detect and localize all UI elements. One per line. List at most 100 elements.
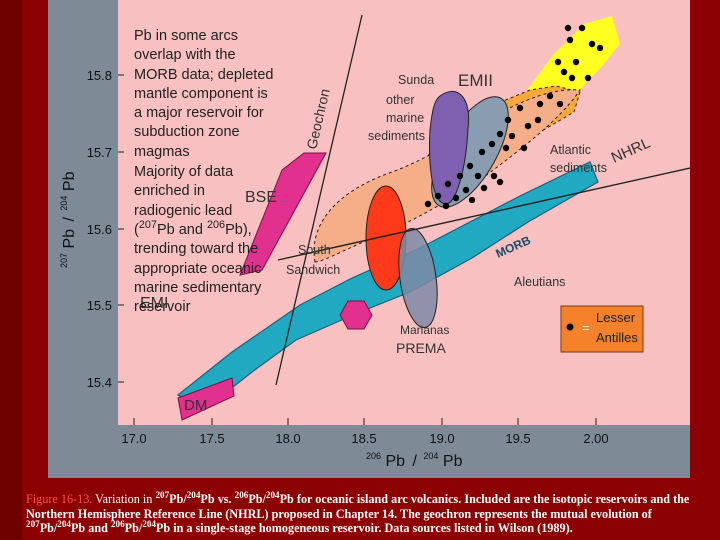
lesser-antilles-point [524,122,532,130]
caption-mass: 207 [155,489,170,500]
legend-dot [566,323,574,331]
y-tick-label: 15.7 [87,145,112,160]
lesser-antilles-point [566,36,574,44]
isotope-diagram: = Lesser Antilles Geochron Sunda EMII ot… [54,0,690,470]
caption-figure-label: Figure 16-13. [26,492,93,506]
lesser-antilles-point [534,116,542,124]
y-tick-label: 15.4 [87,375,112,390]
caption-text: Pb/ [124,521,143,535]
y-label-sep: / [61,216,78,221]
caption-mass: 204 [265,489,280,500]
lesser-antilles-point [554,58,562,66]
lesser-antilles-point [596,44,604,52]
x-label-sep: / [413,453,418,470]
caption-text: Pb and [70,521,111,535]
y-axis-ticks [118,74,124,383]
annotation-pb-b: Pb), trending toward the appropriate oce… [134,221,262,316]
label-sunda: Sunda [398,73,434,87]
caption-mass: 206 [234,489,249,500]
caption-mass: 206 [110,518,125,529]
x-tick-labels: 17.0 17.5 18.0 18.5 19.0 19.5 2.00 [121,431,608,446]
x-tick-label: 17.5 [199,431,224,446]
legend-equals: = [582,320,590,335]
lesser-antilles-point [496,130,504,138]
lesser-antilles-point [444,180,452,188]
lesser-antilles-point [424,200,432,208]
caption-mass: 204 [142,518,156,529]
annotation-mass-207: 207 [138,219,157,232]
lesser-antilles-point [490,172,498,180]
y-axis-label: 207 Pb / 204 Pb [54,171,78,268]
label-aleutians: Aleutians [514,275,565,289]
lesser-antilles-point [578,24,586,32]
bse-field [239,152,327,276]
caption-text: Pb/ [39,521,58,535]
label-marianas: Marianas [400,323,449,337]
lesser-antilles-point [478,148,486,156]
lesser-antilles-point [572,58,580,66]
lesser-antilles-point [480,184,488,192]
lesser-antilles-point [502,144,510,152]
lesser-antilles-point [456,172,464,180]
lesser-antilles-point [452,194,460,202]
y-label-elem: Pb [61,229,78,249]
lesser-antilles-point [474,172,482,180]
y-tick-label: 15.5 [87,298,112,313]
annotation-part1: Pb in some arcs overlap with the MORB da… [134,28,274,160]
lesser-antilles-point [462,186,470,194]
dm-field [177,377,235,421]
lesser-antilles-point [442,202,450,210]
label-atlantic: Atlantic [550,143,591,157]
lesser-antilles-point [488,140,496,148]
label-sediments: sediments [368,129,425,143]
x-label-mass2: 204 [423,451,438,461]
caption-text: Pb vs. [200,492,235,506]
lesser-antilles-point [434,192,442,200]
annotation-pb-a: Pb and [156,221,207,238]
y-tick-label: 15.6 [87,222,112,237]
annotation-text: Pb in some arcs overlap with the MORB da… [134,27,274,317]
label-other-marine-sediments: other marine sediments [368,93,428,143]
legend-box [560,305,644,353]
lesser-antilles-point [520,144,528,152]
caption-mass: 204 [57,518,71,529]
label-atlantic-sediments-word: sediments [550,161,607,175]
label-marine: marine [386,111,424,125]
lesser-antilles-point [504,116,512,124]
lesser-antilles-point [588,40,596,48]
caption-text: Pb for oceanic island arc volcanics. Inc… [26,492,690,521]
x-label-elem2: Pb [443,453,463,470]
x-label-mass: 206 [366,451,381,461]
x-tick-label: 17.0 [121,431,146,446]
figure-caption: Figure 16-13. Variation in 207Pb/204Pb v… [26,489,706,536]
annotation-mass-206: 206 [206,219,226,232]
x-tick-label: 18.5 [351,431,376,446]
label-south-sandwich: South Sandwich [286,243,340,277]
x-axis-label: 206 Pb / 204 Pb [366,446,463,470]
lesser-antilles-point [568,74,576,82]
y-tick-labels: 15.8 15.7 15.6 15.5 15.4 [87,68,112,390]
y-label-mass: 207 [59,253,69,268]
y-label-elem2: Pb [61,171,78,191]
caption-text: Pb/ [169,492,187,506]
label-south: South [298,243,331,257]
lesser-antilles-point [536,100,544,108]
lesser-antilles-point [496,178,504,186]
caption-mass: 204 [186,489,201,500]
label-emii: EMII [458,71,493,90]
lesser-antilles-point [564,24,572,32]
caption-text: Variation in [92,492,156,506]
x-tick-label: 2.00 [583,431,608,446]
label-emi: EMI [140,295,168,312]
emi-field [339,300,373,330]
x-tick-label: 19.5 [505,431,530,446]
slide-left-strip [0,0,22,540]
caption-mass: 207 [26,518,40,529]
x-tick-label: 19.0 [429,431,454,446]
nhrl-line [277,167,690,261]
marianas-field [398,227,438,329]
label-dm: DM [184,397,207,414]
label-other: other [386,93,415,107]
legend-text-line1: Lesser [596,310,636,325]
lesser-antilles-points [424,24,604,210]
